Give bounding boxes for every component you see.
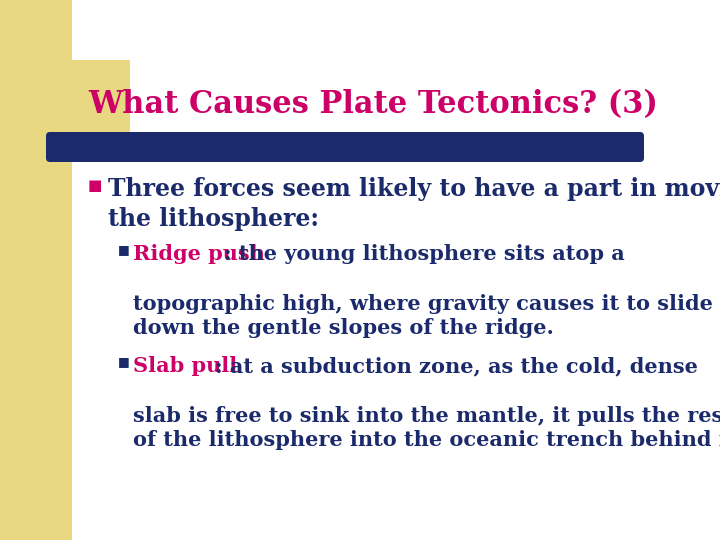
Bar xyxy=(0,0,72,540)
Text: Slab pull: Slab pull xyxy=(133,356,238,376)
Text: What Causes Plate Tectonics? (3): What Causes Plate Tectonics? (3) xyxy=(88,90,658,120)
Text: ■: ■ xyxy=(118,355,130,368)
Text: : at a subduction zone, as the cold, dense: : at a subduction zone, as the cold, den… xyxy=(215,356,698,376)
Text: ■: ■ xyxy=(88,178,102,192)
Bar xyxy=(72,0,720,60)
Bar xyxy=(72,0,142,100)
Text: Three forces seem likely to have a part in moving
the lithosphere:: Three forces seem likely to have a part … xyxy=(108,177,720,231)
Text: topographic high, where gravity causes it to slide
down the gentle slopes of the: topographic high, where gravity causes i… xyxy=(133,244,713,339)
Text: ■: ■ xyxy=(118,244,130,256)
Text: Ridge push: Ridge push xyxy=(133,244,265,264)
Bar xyxy=(130,0,720,150)
Text: slab is free to sink into the mantle, it pulls the rest
of the lithosphere into : slab is free to sink into the mantle, it… xyxy=(133,356,720,450)
Text: : the young lithosphere sits atop a: : the young lithosphere sits atop a xyxy=(224,244,625,264)
FancyBboxPatch shape xyxy=(0,0,142,162)
FancyBboxPatch shape xyxy=(46,132,644,162)
